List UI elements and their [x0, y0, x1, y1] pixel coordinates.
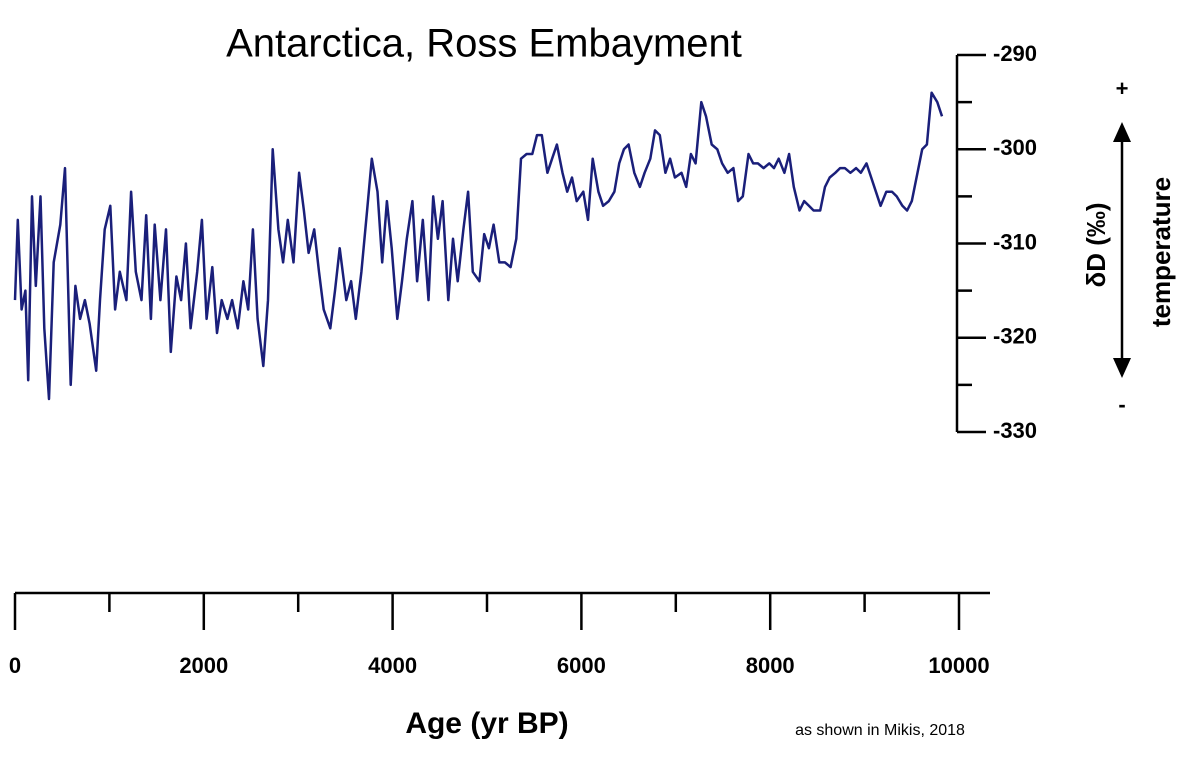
y-tick-label: -310	[993, 229, 1037, 254]
x-tick-label: 8000	[746, 653, 795, 678]
y-tick-label: -290	[993, 41, 1037, 66]
x-tick-label: 6000	[557, 653, 606, 678]
arrow-label: temperature	[1146, 177, 1176, 327]
arrow-head-up	[1113, 122, 1131, 142]
x-tick-label: 2000	[179, 653, 228, 678]
y-tick-label: -320	[993, 324, 1037, 349]
plus-sign: +	[1116, 76, 1129, 101]
source-note: as shown in Mikis, 2018	[795, 722, 965, 739]
y-tick-label: -300	[993, 135, 1037, 160]
x-tick-label: 0	[9, 653, 21, 678]
x-tick-label: 4000	[368, 653, 417, 678]
minus-sign: -	[1118, 392, 1125, 417]
y-axis-label: δD (‰)	[1081, 202, 1111, 287]
arrow-head-down	[1113, 358, 1131, 378]
y-tick-label: -330	[993, 418, 1037, 443]
x-axis-label: Age (yr BP)	[405, 707, 568, 740]
data-line	[13, 91, 944, 401]
chart-title: Antarctica, Ross Embayment	[226, 22, 742, 66]
x-tick-label: 10000	[928, 653, 989, 678]
